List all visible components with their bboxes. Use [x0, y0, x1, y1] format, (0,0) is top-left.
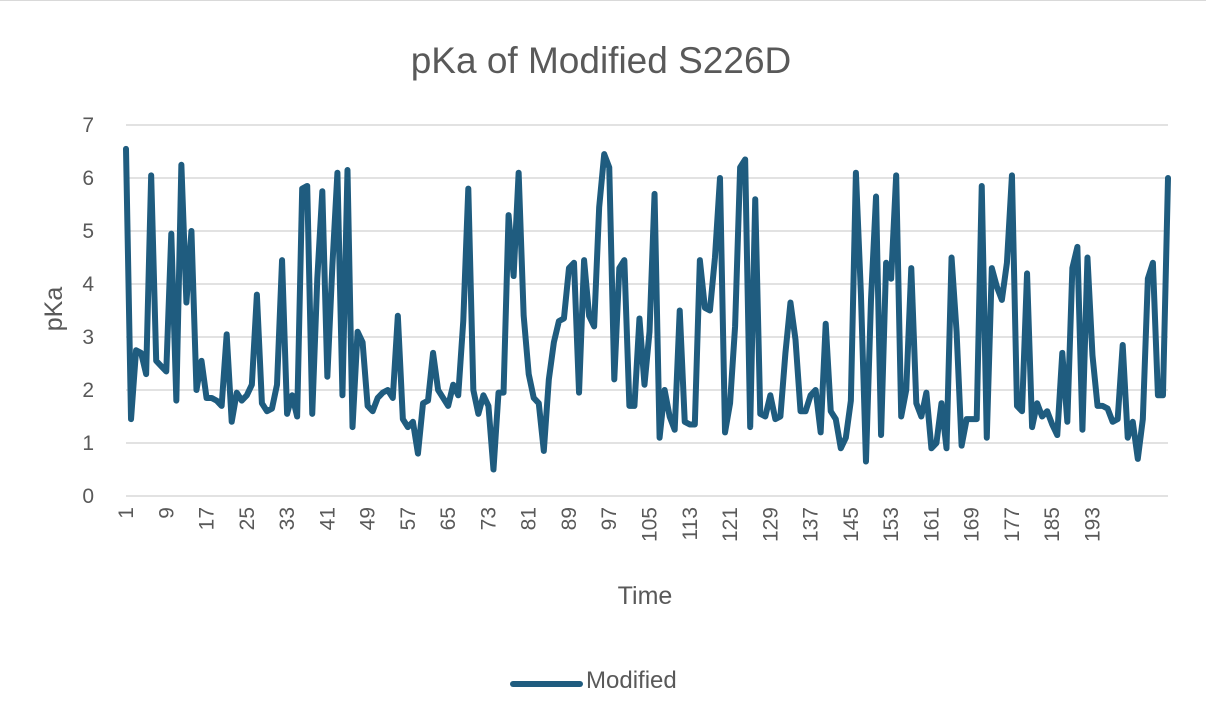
- x-tick-label: 105: [639, 507, 662, 542]
- legend: Modified: [510, 667, 677, 694]
- x-tick-label: 153: [880, 507, 903, 542]
- x-tick-label: 65: [437, 507, 460, 530]
- x-tick-label: 177: [1001, 507, 1024, 542]
- x-tick-label: 121: [719, 507, 742, 542]
- y-tick-label: 7: [82, 114, 94, 137]
- x-tick-label: 129: [759, 507, 782, 542]
- chart-title: pKa of Modified S226D: [411, 40, 792, 81]
- x-tick-label: 49: [357, 507, 380, 530]
- x-tick-label: 33: [276, 507, 299, 530]
- series-line-modified: [123, 145, 1171, 473]
- y-tick-label: 0: [82, 485, 94, 508]
- x-tick-label: 1: [115, 507, 138, 519]
- y-tick-label: 3: [82, 326, 94, 349]
- y-axis-title: pKa: [40, 287, 68, 332]
- y-tick-label: 6: [82, 167, 94, 190]
- x-axis-ticks: 1 9 17 25 33 41 49 57 65 73 81 89 97 105 113 121 129 137 1…: [115, 507, 1104, 542]
- x-tick-label: 41: [316, 507, 339, 530]
- x-tick-label: 193: [1081, 507, 1104, 542]
- x-tick-label: 57: [397, 507, 420, 530]
- y-tick-label: 4: [82, 273, 94, 296]
- y-tick-label: 2: [82, 379, 94, 402]
- x-tick-label: 97: [598, 507, 621, 530]
- x-tick-label: 145: [840, 507, 863, 542]
- x-tick-label: 113: [679, 507, 702, 540]
- x-tick-label: 169: [961, 507, 984, 542]
- x-tick-label: 81: [518, 507, 541, 530]
- x-tick-label: 25: [236, 507, 259, 530]
- x-tick-label: 161: [920, 507, 943, 542]
- y-tick-label: 1: [82, 432, 94, 455]
- legend-label-modified: Modified: [586, 667, 677, 694]
- y-tick-label: 5: [82, 220, 94, 243]
- x-tick-label: 89: [558, 507, 581, 530]
- series-layer: [123, 145, 1171, 473]
- x-axis-title: Time: [618, 582, 673, 610]
- x-tick-label: 17: [196, 507, 219, 530]
- x-tick-label: 9: [155, 507, 178, 519]
- x-tick-label: 137: [800, 507, 823, 542]
- x-tick-label: 185: [1041, 507, 1064, 542]
- y-axis-ticks: 0 1 2 3 4 5 6 7: [82, 114, 94, 508]
- x-tick-label: 73: [477, 507, 500, 530]
